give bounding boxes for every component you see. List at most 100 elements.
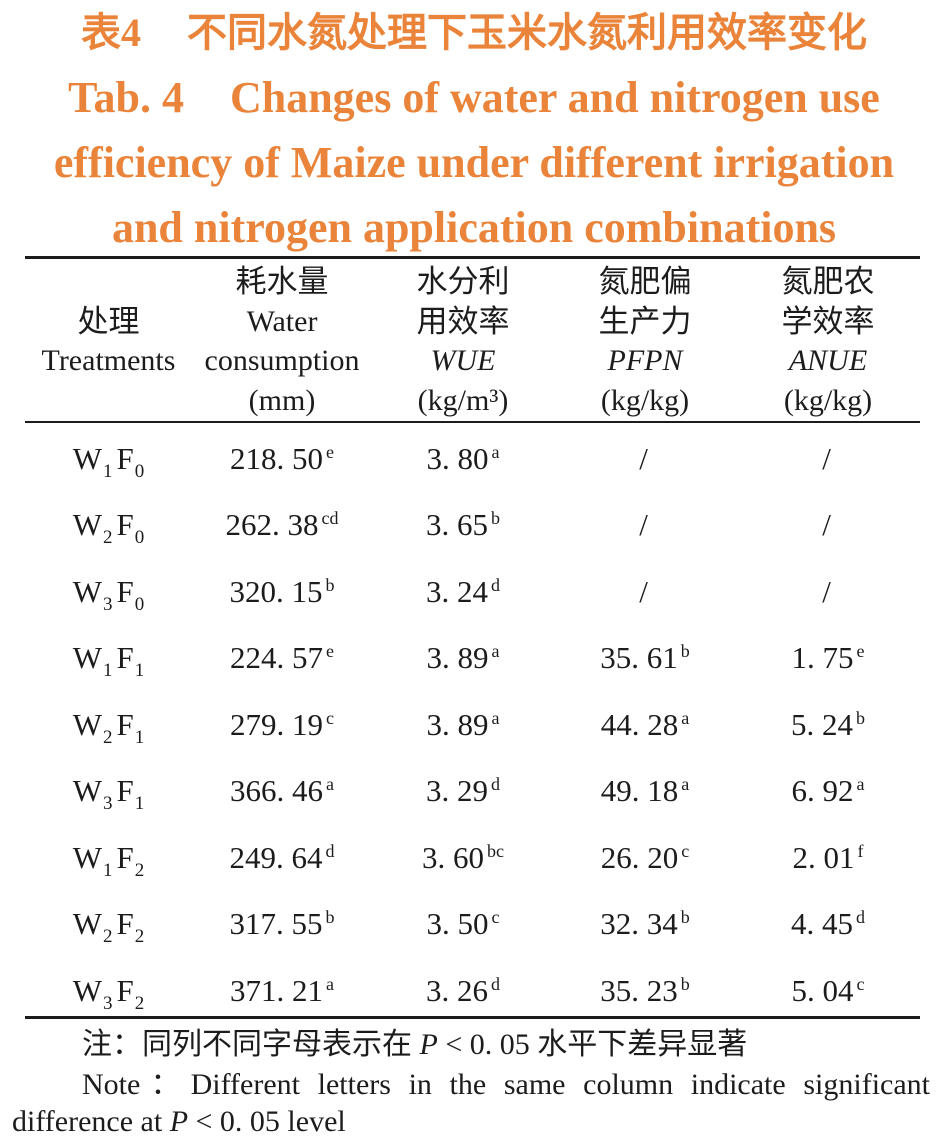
treatment-nitrogen: F — [116, 773, 134, 809]
header-pfpn-zh-1: 氮肥偏 — [598, 264, 692, 299]
water-consumption-cell: 249. 64 d — [192, 842, 372, 873]
header-pfpn-unit: (kg/kg) — [600, 383, 690, 417]
treatment-nitrogen-level: 0 — [134, 593, 145, 615]
significance-letter: e — [326, 441, 334, 462]
treatment-nitrogen-level: 0 — [134, 527, 145, 549]
cell-value: / — [639, 440, 648, 476]
wue-cell: 3. 89 a — [372, 709, 554, 740]
header-anue-zh-2: 学效率 — [781, 303, 875, 339]
pfpn-cell: / — [554, 509, 736, 540]
treatment-nitrogen-level: 2 — [134, 992, 145, 1014]
cell-value: 35. 23 — [600, 972, 678, 1008]
table-label-en: Tab. 4 — [68, 73, 184, 122]
treatment-nitrogen: F — [116, 640, 134, 676]
treatment-cell: W1 F0 — [25, 443, 192, 481]
treatment-irrigation: W — [72, 906, 102, 942]
treatment-irrigation: W — [72, 573, 102, 609]
table-row: W3 F0 320. 15 b 3. 24 d / / — [25, 558, 920, 625]
cell-value: 3. 50 — [426, 906, 489, 942]
treatment-irrigation: W — [72, 839, 102, 875]
pfpn-cell: 35. 23 b — [554, 975, 736, 1006]
wue-cell: 3. 29 d — [372, 775, 554, 806]
significance-letter: b — [325, 907, 335, 928]
cell-value: 371. 21 — [230, 972, 323, 1008]
significance-letter: b — [680, 973, 690, 994]
treatment-irrigation-level: 1 — [103, 460, 113, 482]
significance-letter: a — [491, 441, 500, 462]
header-pfpn-abbr: PFPN — [607, 344, 683, 377]
cell-value: 1. 75 — [791, 640, 854, 676]
treatment-cell: W1 F1 — [25, 640, 192, 680]
header-water-consumption-en-1: Water — [246, 304, 318, 338]
water-consumption-cell: 262. 38 cd — [192, 509, 372, 540]
cell-value: 3. 89 — [426, 706, 489, 742]
cell-value: 6. 92 — [791, 773, 854, 809]
cell-value: 32. 34 — [600, 906, 678, 942]
significance-letter: a — [326, 774, 334, 795]
note-zh-after: < 0. 05 水平下差异显著 — [437, 1028, 748, 1061]
wue-cell: 3. 80 a — [372, 443, 554, 474]
note-en-before: difference at — [12, 1105, 170, 1138]
significance-letter: cd — [321, 508, 339, 529]
table-title-zh: 表4 不同水氮处理下玉米水氮利用效率变化 — [0, 0, 948, 65]
significance-letter: e — [856, 641, 865, 662]
significance-letter: a — [856, 774, 865, 795]
table-row: W1 F1 224. 57 e 3. 89 a 35. 61 b 1. 75 e — [25, 625, 920, 692]
anue-cell: 2. 01 f — [736, 842, 920, 873]
table-label-zh: 表4 — [81, 10, 141, 55]
cell-value: 3. 60 — [422, 839, 484, 875]
treatment-irrigation-level: 2 — [103, 726, 113, 748]
header-anue-zh-1: 氮肥农 — [781, 264, 875, 299]
significance-letter: bc — [487, 840, 504, 861]
header-water-consumption: 耗水量 Water consumption (mm) — [192, 262, 372, 420]
treatment-nitrogen: F — [116, 906, 134, 942]
treatment-cell: W3 F0 — [25, 573, 192, 614]
anue-cell: / — [736, 576, 920, 607]
significance-letter: d — [491, 973, 500, 994]
table-title-en-line-3: and nitrogen application combinations — [111, 203, 837, 252]
header-anue-abbr: ANUE — [788, 344, 868, 377]
table-row: W3 F1 366. 46 a 3. 29 d 49. 18 a 6. 92 a — [25, 758, 920, 825]
treatment-irrigation: W — [72, 706, 102, 742]
header-wue-zh-2: 用效率 — [416, 303, 510, 339]
cell-value: 5. 24 — [791, 706, 853, 742]
significance-letter: b — [680, 907, 690, 928]
water-consumption-cell: 366. 46 a — [192, 775, 372, 806]
water-consumption-cell: 371. 21 a — [192, 975, 372, 1006]
treatment-nitrogen: F — [116, 573, 134, 609]
header-treatment-zh: 处理 — [77, 303, 140, 339]
header-wue-abbr: WUE — [430, 344, 496, 377]
cell-value: 49. 18 — [600, 773, 679, 809]
wue-cell: 3. 26 d — [372, 975, 554, 1006]
significance-letter: c — [326, 707, 334, 728]
treatment-irrigation-level: 3 — [103, 793, 113, 815]
cell-value: 3. 24 — [426, 573, 488, 609]
pfpn-cell: 26. 20 c — [554, 842, 736, 873]
table-row: W2 F2 317. 55 b 3. 50 c 32. 34 b 4. 45 d — [25, 891, 920, 958]
cell-value: 26. 20 — [600, 839, 679, 875]
significance-letter: a — [491, 707, 500, 728]
treatment-irrigation-level: 3 — [103, 593, 113, 615]
water-consumption-cell: 279. 19 c — [192, 709, 372, 740]
anue-cell: 5. 24 b — [736, 709, 920, 740]
pfpn-cell: 44. 28 a — [554, 709, 736, 740]
treatment-irrigation: W — [72, 773, 102, 809]
pfpn-cell: 35. 61 b — [554, 642, 736, 673]
significance-letter: d — [856, 907, 865, 928]
treatment-cell: W2 F1 — [25, 706, 192, 747]
header-wue: 水分利 用效率 WUE (kg/m³) — [372, 262, 554, 420]
cell-value: / — [822, 507, 831, 543]
table-top-rule — [25, 256, 920, 259]
treatment-irrigation: W — [72, 507, 102, 543]
treatment-irrigation: W — [72, 640, 102, 676]
table-title-text-en-1: Changes of water and nitrogen use — [229, 73, 880, 122]
cell-value: 4. 45 — [791, 906, 853, 942]
header-treatment-en: Treatments — [41, 344, 176, 377]
water-consumption-cell: 320. 15 b — [192, 576, 372, 607]
treatment-cell: W1 F2 — [25, 839, 192, 880]
table-header: 处理 Treatments 耗水量 Water consumption (mm)… — [25, 262, 920, 420]
cell-value: 3. 89 — [426, 640, 489, 676]
treatment-irrigation-level: 1 — [103, 859, 113, 881]
table-title-text-zh: 不同水氮处理下玉米水氮利用效率变化 — [187, 10, 867, 55]
